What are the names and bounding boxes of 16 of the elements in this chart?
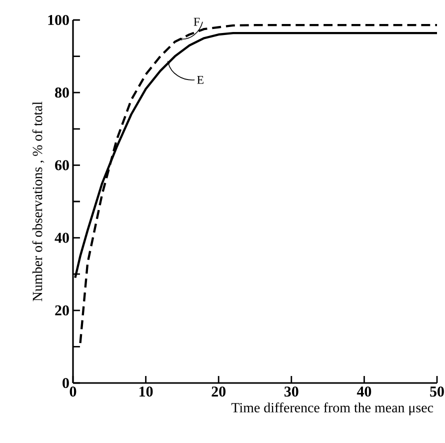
x-tick-label: 40 — [356, 386, 372, 397]
x-tick-label: 10 — [140, 386, 153, 397]
x-tick-label: 50 — [430, 386, 444, 397]
x-tick-label: 20 — [212, 386, 226, 397]
y-tick-label: 0 — [62, 378, 69, 388]
annotation: F — [194, 18, 200, 26]
y-tick-label: 40 — [54, 232, 69, 243]
y-tick-label: 80 — [55, 88, 69, 98]
x-tick-label: 0 — [70, 386, 76, 397]
y-tick-label: 20 — [55, 305, 69, 316]
annotation: E — [197, 76, 204, 84]
y-tick-label: 100 — [48, 14, 69, 26]
y-tick-label: 60 — [55, 160, 69, 170]
x-tick-label: 30 — [284, 386, 298, 397]
x-axis-title: Time difference from the mean μsec — [231, 402, 434, 416]
y-axis-title: Number of observations , % of total — [32, 102, 44, 302]
